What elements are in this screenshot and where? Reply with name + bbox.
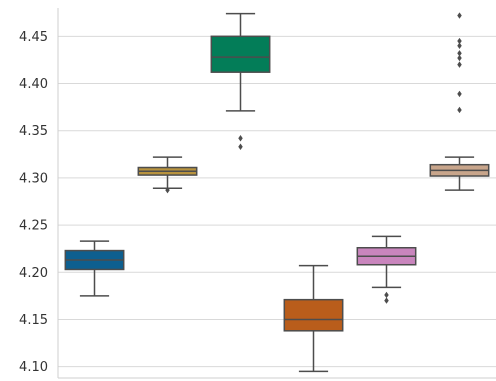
box-body [284, 300, 342, 331]
outlier-point [457, 61, 461, 67]
box-body [211, 36, 269, 72]
box-4 [284, 266, 342, 372]
grid-lines [58, 36, 496, 366]
y-tick-label: 4.40 [19, 77, 48, 92]
box-2 [138, 157, 196, 193]
y-tick-label: 4.30 [19, 171, 48, 186]
box-1 [65, 241, 123, 296]
outlier-point [457, 91, 461, 97]
box-5 [357, 236, 415, 303]
outlier-point [457, 43, 461, 49]
outlier-point [457, 12, 461, 18]
outlier-point [384, 297, 388, 303]
boxes [65, 12, 488, 371]
outlier-point [238, 144, 242, 150]
y-tick-label: 4.20 [19, 266, 48, 281]
y-tick-label: 4.35 [19, 124, 48, 139]
outlier-point [238, 135, 242, 141]
outlier-point [384, 292, 388, 298]
outlier-point [457, 107, 461, 113]
y-tick-label: 4.15 [19, 313, 48, 328]
box-6 [430, 12, 488, 190]
y-axis-ticks: 4.10 4.15 4.20 4.25 4.30 4.35 4.40 4.45 [19, 30, 48, 375]
box-3 [211, 14, 269, 150]
y-tick-label: 4.10 [19, 360, 48, 375]
y-tick-label: 4.25 [19, 219, 48, 234]
outlier-point [457, 55, 461, 61]
y-tick-label: 4.45 [19, 30, 48, 45]
